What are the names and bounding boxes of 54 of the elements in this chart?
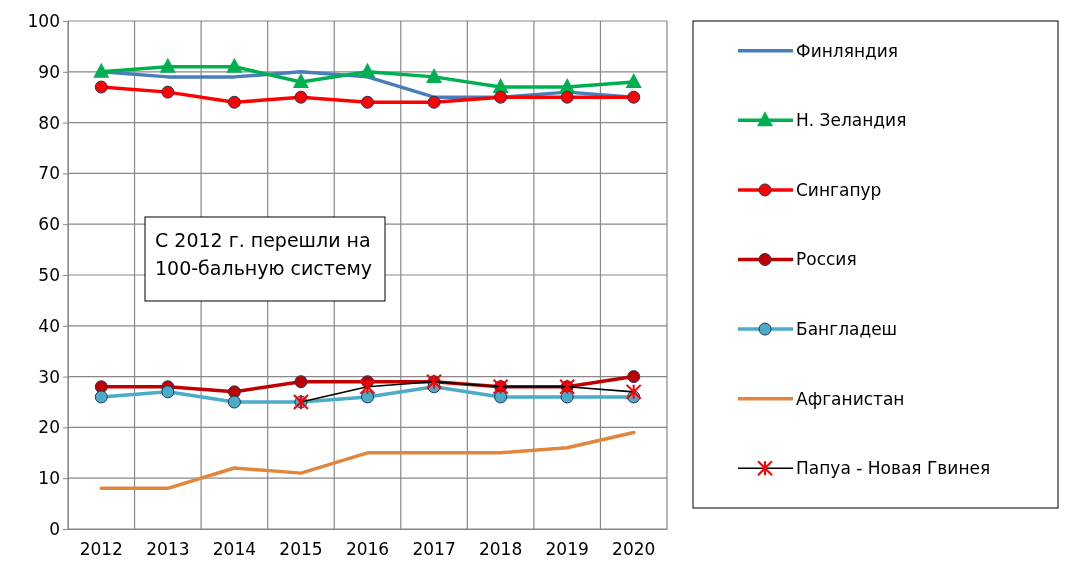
point — [93, 62, 110, 78]
x-tick-label: 2017 — [412, 539, 456, 560]
x-tick-label: 2012 — [79, 539, 123, 560]
legend-label: Папуа - Новая Гвинея — [796, 458, 991, 479]
x-tick-label: 2018 — [478, 539, 523, 560]
y-tick-label: 10 — [38, 468, 60, 489]
y-tick-label: 90 — [38, 61, 60, 82]
legend-label: Россия — [796, 249, 857, 270]
point — [94, 80, 108, 94]
point — [625, 72, 642, 88]
point — [627, 90, 641, 104]
point — [359, 62, 376, 78]
y-tick-label: 80 — [38, 112, 60, 133]
point — [294, 90, 308, 104]
point — [94, 390, 108, 404]
point — [227, 395, 241, 409]
point — [226, 57, 243, 73]
legend-label: Сингапур — [796, 179, 882, 200]
point — [494, 90, 508, 104]
point — [292, 72, 309, 88]
y-tick-label: 50 — [38, 264, 60, 285]
x-tick-label: 2020 — [612, 539, 656, 560]
point — [159, 57, 176, 73]
point — [494, 390, 508, 404]
y-tick-label: 30 — [38, 366, 60, 387]
point — [161, 85, 175, 99]
x-tick-label: 2014 — [212, 539, 257, 560]
y-tick-label: 60 — [38, 214, 60, 235]
x-tick-label: 2013 — [146, 539, 190, 560]
point — [560, 90, 574, 104]
point — [560, 390, 574, 404]
point — [426, 67, 443, 83]
x-tick-label: 2019 — [545, 539, 589, 560]
x-tick-label: 2015 — [279, 539, 323, 560]
point — [294, 375, 308, 389]
point — [361, 95, 374, 109]
point — [427, 95, 441, 109]
y-tick-label: 0 — [49, 518, 60, 539]
annotation: С 2012 г. перешли на 100-бальную систему — [155, 229, 373, 279]
line-series — [99, 430, 636, 491]
point — [361, 390, 374, 404]
legend-label: Афганистан — [796, 388, 905, 409]
legend-label: Н. Зеландия — [796, 110, 907, 131]
note-box: С 2012 г. перешли на 100-бальную систему — [144, 216, 386, 302]
y-tick-label: 100 — [27, 10, 60, 31]
point — [227, 95, 241, 109]
x-tick-label: 2016 — [345, 539, 390, 560]
legend-label: Бангладеш — [796, 319, 898, 340]
legend-label: Финляндия — [796, 40, 899, 61]
point — [627, 370, 641, 384]
point — [161, 385, 175, 399]
y-tick-label: 20 — [38, 417, 60, 438]
y-tick-label: 40 — [38, 315, 60, 336]
y-tick-label: 70 — [38, 163, 60, 184]
